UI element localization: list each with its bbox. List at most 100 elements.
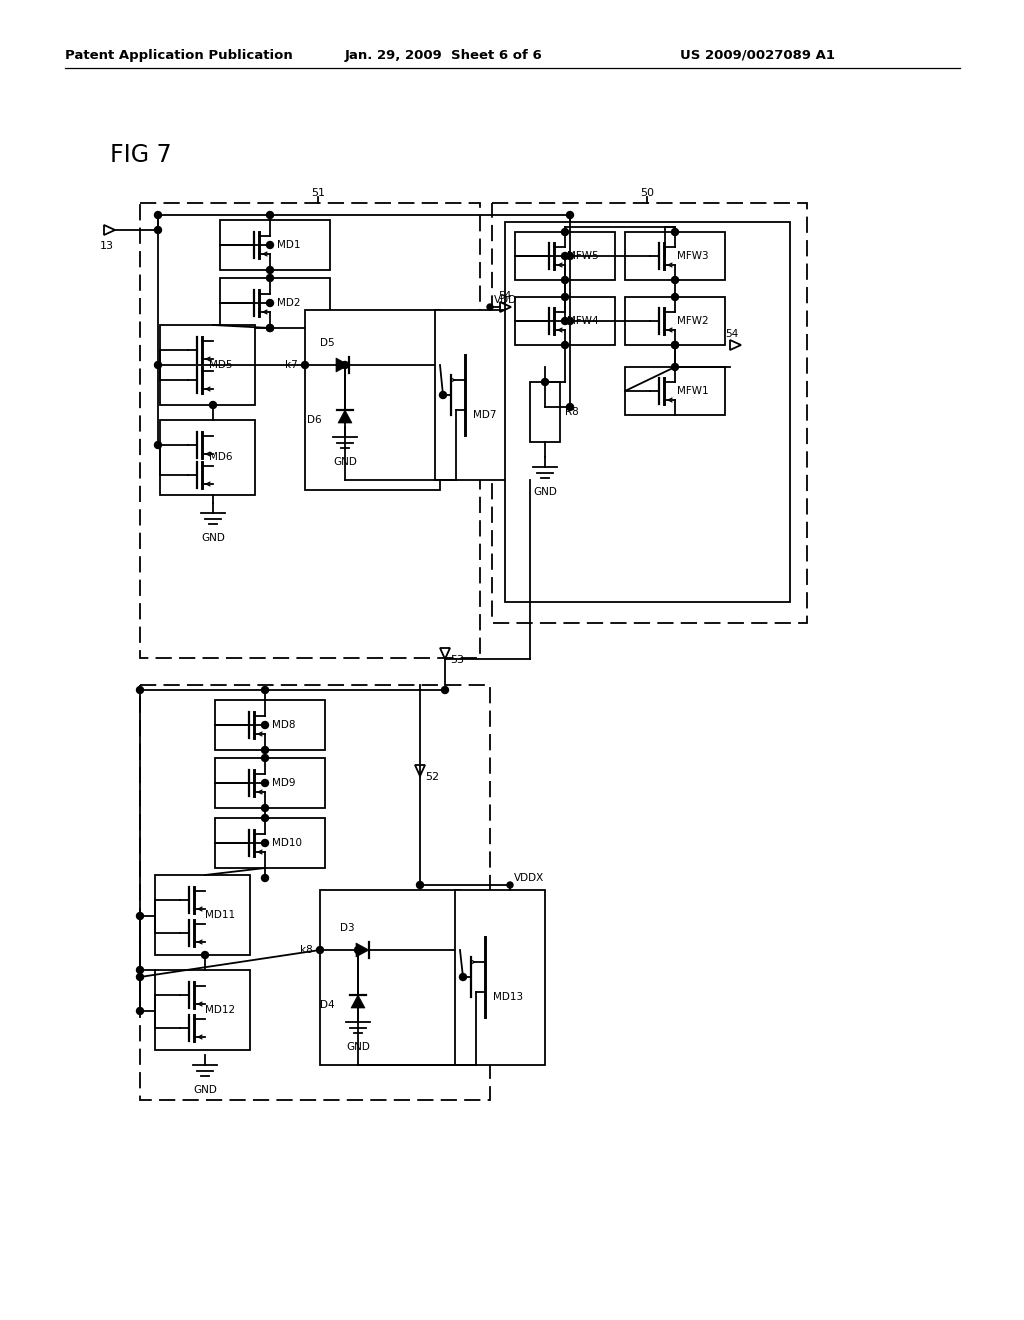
Circle shape: [266, 267, 273, 273]
Circle shape: [210, 401, 216, 408]
Circle shape: [487, 304, 493, 310]
Circle shape: [561, 252, 568, 260]
Text: R8: R8: [565, 407, 579, 417]
Text: MFW3: MFW3: [677, 251, 709, 261]
Circle shape: [261, 780, 268, 787]
Text: MD7: MD7: [473, 411, 497, 420]
Text: MD9: MD9: [272, 777, 296, 788]
Text: MD6: MD6: [210, 451, 233, 462]
Text: MFW4: MFW4: [567, 315, 599, 326]
Bar: [220, 279, 330, 327]
Circle shape: [460, 974, 467, 981]
Circle shape: [566, 211, 573, 219]
Circle shape: [155, 441, 162, 449]
Text: 53: 53: [450, 655, 464, 665]
Text: FIG 7: FIG 7: [110, 143, 172, 168]
Circle shape: [202, 952, 209, 958]
Polygon shape: [351, 995, 365, 1008]
Circle shape: [341, 362, 348, 368]
Circle shape: [672, 293, 679, 301]
Text: MD11: MD11: [205, 909, 234, 920]
Text: 54: 54: [725, 329, 738, 339]
Text: MD13: MD13: [493, 993, 523, 1002]
Bar: [215, 700, 325, 750]
Bar: [155, 970, 250, 1049]
Text: MD8: MD8: [272, 719, 296, 730]
Bar: [319, 890, 460, 1065]
Text: D6: D6: [307, 414, 322, 425]
Circle shape: [266, 325, 273, 331]
Text: 54: 54: [498, 290, 511, 301]
Circle shape: [672, 363, 679, 371]
Text: MFW1: MFW1: [677, 385, 709, 396]
Circle shape: [266, 300, 273, 306]
Bar: [160, 325, 255, 405]
Bar: [515, 232, 615, 280]
Bar: [220, 220, 330, 271]
Text: k7: k7: [285, 360, 298, 370]
Circle shape: [136, 966, 143, 974]
Circle shape: [507, 882, 513, 888]
Circle shape: [266, 325, 273, 331]
Text: MD10: MD10: [272, 838, 302, 847]
Bar: [625, 297, 725, 345]
Text: US 2009/0027089 A1: US 2009/0027089 A1: [680, 49, 835, 62]
Text: D3: D3: [340, 923, 354, 933]
Circle shape: [261, 814, 268, 821]
Circle shape: [354, 946, 361, 953]
Circle shape: [136, 974, 143, 981]
Circle shape: [316, 946, 324, 953]
Text: MD1: MD1: [278, 240, 301, 249]
Text: GND: GND: [346, 1041, 370, 1052]
Text: GND: GND: [534, 487, 557, 498]
Text: 51: 51: [311, 187, 325, 198]
Circle shape: [301, 362, 308, 368]
Bar: [305, 310, 440, 490]
Bar: [140, 685, 490, 1100]
Bar: [435, 310, 525, 480]
Text: 50: 50: [640, 187, 654, 198]
Circle shape: [441, 686, 449, 693]
Circle shape: [266, 211, 273, 219]
Text: GND: GND: [333, 457, 357, 467]
Text: D5: D5: [319, 338, 335, 348]
Circle shape: [261, 755, 268, 762]
Circle shape: [566, 252, 573, 260]
Text: GND: GND: [201, 533, 225, 543]
Circle shape: [542, 379, 549, 385]
Circle shape: [561, 342, 568, 348]
Bar: [160, 420, 255, 495]
Text: Patent Application Publication: Patent Application Publication: [65, 49, 293, 62]
Circle shape: [136, 1007, 143, 1015]
Bar: [215, 758, 325, 808]
Bar: [140, 203, 480, 657]
Text: GND: GND: [194, 1085, 217, 1096]
Polygon shape: [336, 358, 349, 372]
Bar: [515, 297, 615, 345]
Text: MD2: MD2: [278, 298, 301, 308]
Circle shape: [439, 392, 446, 399]
Bar: [455, 890, 545, 1065]
Circle shape: [672, 342, 679, 348]
Circle shape: [561, 293, 568, 301]
Text: MFW2: MFW2: [677, 315, 709, 326]
Text: MD12: MD12: [205, 1005, 234, 1015]
Bar: [215, 818, 325, 869]
Circle shape: [266, 275, 273, 281]
Bar: [625, 232, 725, 280]
Bar: [492, 203, 807, 623]
Circle shape: [672, 342, 679, 348]
Text: D4: D4: [319, 1001, 335, 1010]
Circle shape: [261, 747, 268, 754]
Polygon shape: [338, 411, 352, 422]
Circle shape: [266, 242, 273, 248]
Text: Jan. 29, 2009  Sheet 6 of 6: Jan. 29, 2009 Sheet 6 of 6: [345, 49, 543, 62]
Text: 52: 52: [425, 772, 439, 781]
Circle shape: [561, 228, 568, 235]
Circle shape: [566, 404, 573, 411]
Circle shape: [672, 276, 679, 284]
Circle shape: [561, 276, 568, 284]
Circle shape: [261, 840, 268, 846]
Circle shape: [261, 686, 268, 693]
Circle shape: [261, 722, 268, 729]
